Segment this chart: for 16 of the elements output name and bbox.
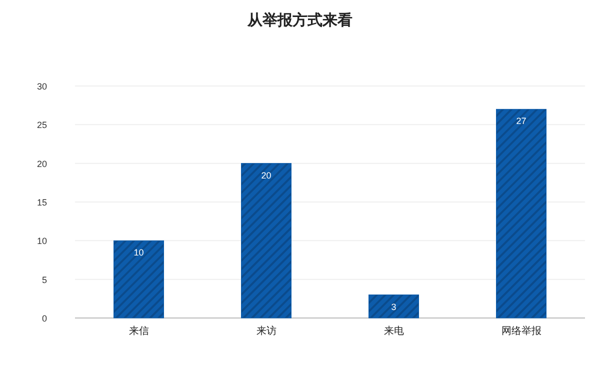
- data-label: 20: [261, 170, 272, 180]
- chart-title: 从举报方式来看: [246, 11, 352, 29]
- x-tick-label: 来电: [384, 325, 404, 337]
- y-tick-label: 25: [36, 120, 47, 130]
- x-tick-label: 来信: [128, 325, 149, 337]
- x-tick-label: 来访: [256, 325, 276, 337]
- y-tick-label: 10: [36, 236, 47, 246]
- x-tick-label: 网络举报: [501, 325, 542, 337]
- y-tick-label: 5: [42, 274, 47, 285]
- data-label: 3: [391, 302, 396, 312]
- y-tick-label: 20: [36, 158, 47, 169]
- data-label: 10: [134, 248, 144, 258]
- data-label: 27: [516, 116, 526, 126]
- y-tick-label: 15: [36, 198, 47, 208]
- y-tick-label: 0: [42, 314, 47, 324]
- y-tick-label: 30: [36, 82, 47, 92]
